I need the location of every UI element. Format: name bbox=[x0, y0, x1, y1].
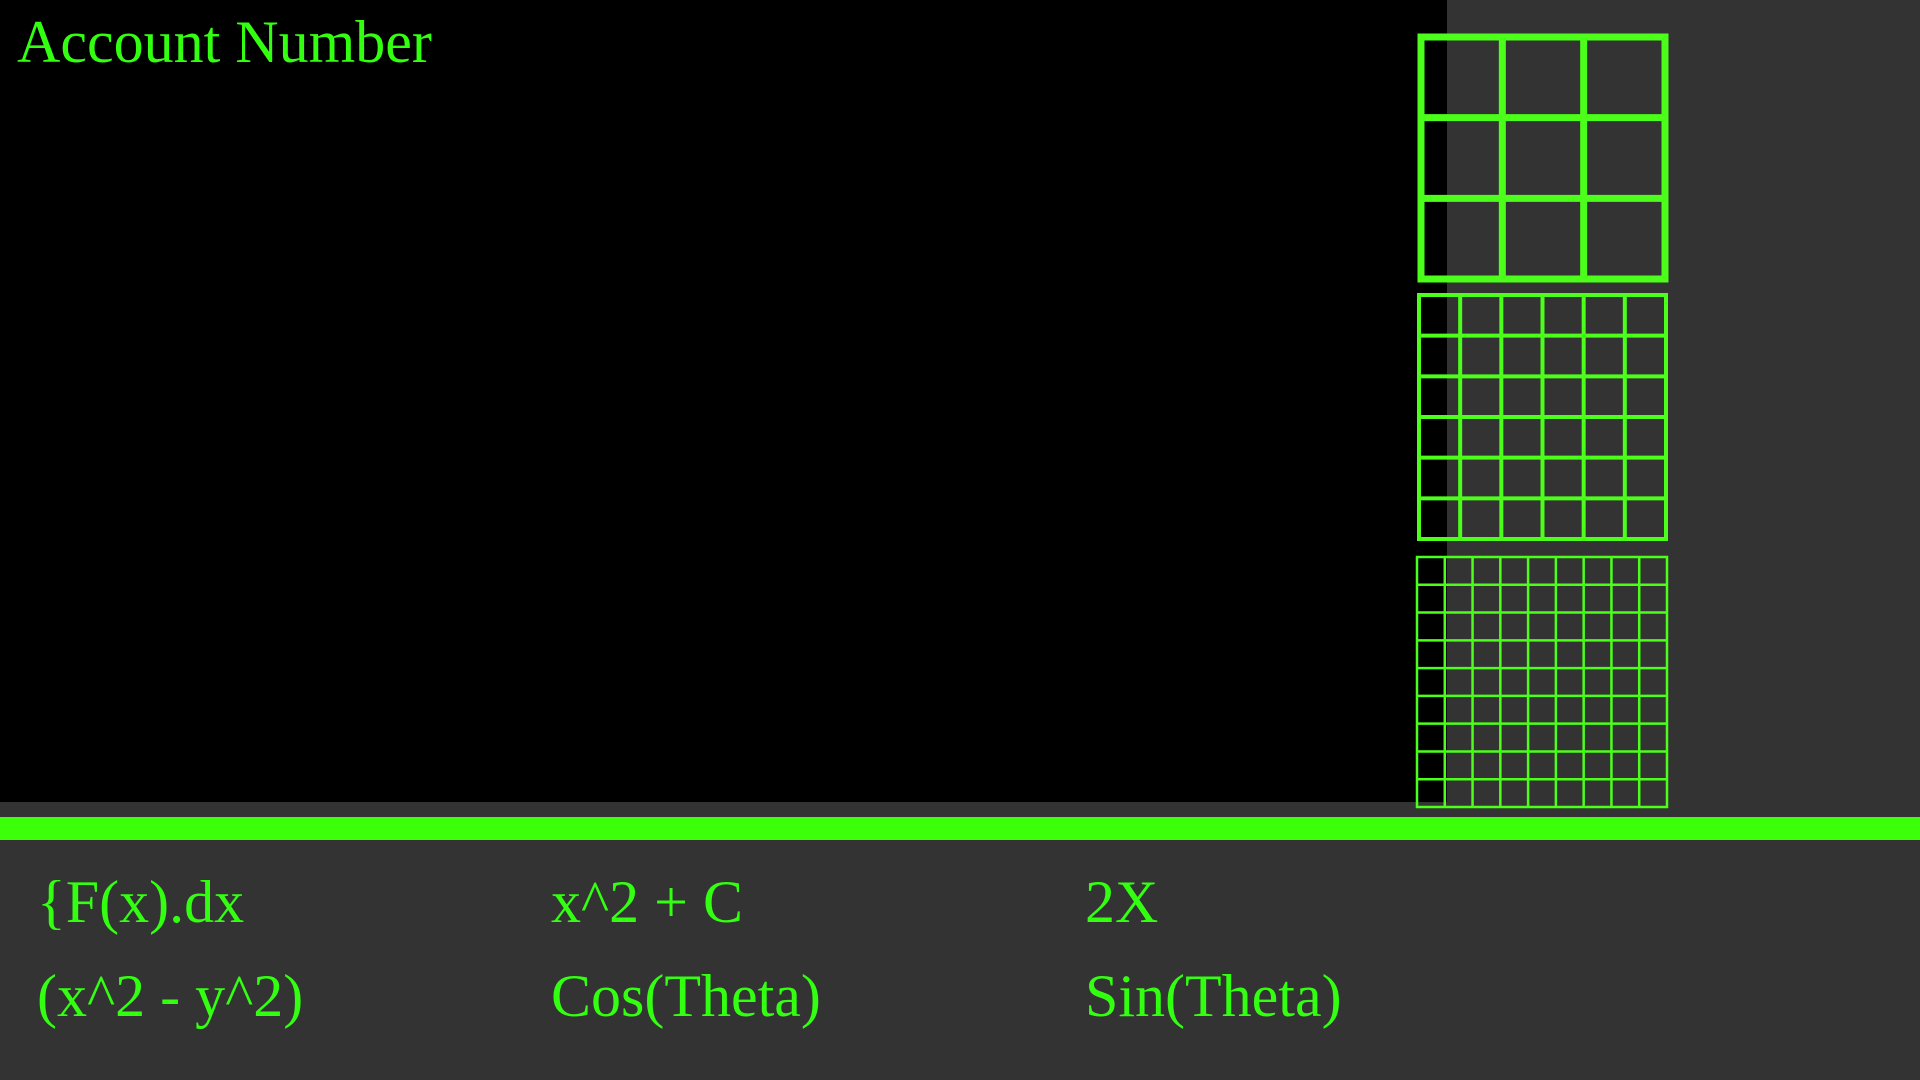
formula-text: (x^2 - y^2) bbox=[37, 963, 303, 1029]
grid-frame bbox=[1415, 555, 1669, 809]
formula-text: x^2 + C bbox=[551, 869, 743, 935]
formula-text: 2X bbox=[1085, 869, 1158, 935]
formula-list: {F(x).dx x^2 + C 2X (x^2 - y^2) Cos(Theta) Si… bbox=[37, 869, 1342, 1029]
title: Account Number bbox=[17, 9, 432, 75]
divider-bar bbox=[0, 817, 1920, 840]
formula-text: Cos(Theta) bbox=[551, 963, 821, 1029]
grid-icons bbox=[1415, 33, 1669, 809]
grid-icon bbox=[1415, 555, 1669, 809]
display-panel bbox=[0, 0, 1447, 802]
formula-text: Sin(Theta) bbox=[1085, 963, 1342, 1029]
formula-text: {F(x).dx bbox=[37, 869, 244, 935]
grid-icon bbox=[1417, 33, 1669, 283]
grid-icon bbox=[1417, 293, 1668, 541]
grid-frame bbox=[1417, 33, 1669, 283]
